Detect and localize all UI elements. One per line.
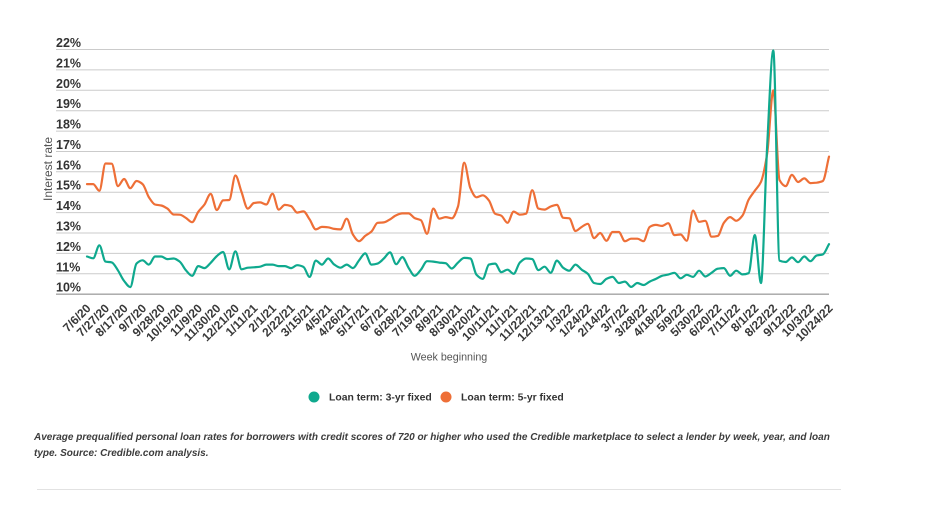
svg-text:type. Source: Credible.com ana: type. Source: Credible.com analysis. [34, 448, 209, 459]
svg-text:17%: 17% [56, 138, 81, 152]
svg-text:Week beginning: Week beginning [411, 352, 488, 364]
svg-text:Average prequalified personal: Average prequalified personal loan rates… [33, 432, 830, 443]
svg-text:19%: 19% [56, 97, 81, 111]
svg-text:14%: 14% [56, 199, 81, 213]
svg-text:Loan term: 3-yr fixed: Loan term: 3-yr fixed [329, 393, 432, 404]
svg-text:10%: 10% [56, 281, 81, 295]
svg-text:16%: 16% [56, 158, 81, 172]
svg-text:Interest rate: Interest rate [41, 137, 55, 201]
svg-text:15%: 15% [56, 179, 81, 193]
svg-text:22%: 22% [56, 36, 81, 50]
svg-text:12%: 12% [56, 240, 81, 254]
svg-text:18%: 18% [56, 118, 81, 132]
svg-text:21%: 21% [56, 56, 81, 70]
svg-text:Loan term: 5-yr fixed: Loan term: 5-yr fixed [461, 393, 564, 404]
svg-text:11%: 11% [56, 260, 80, 274]
svg-text:20%: 20% [56, 77, 81, 91]
svg-text:13%: 13% [56, 220, 81, 234]
